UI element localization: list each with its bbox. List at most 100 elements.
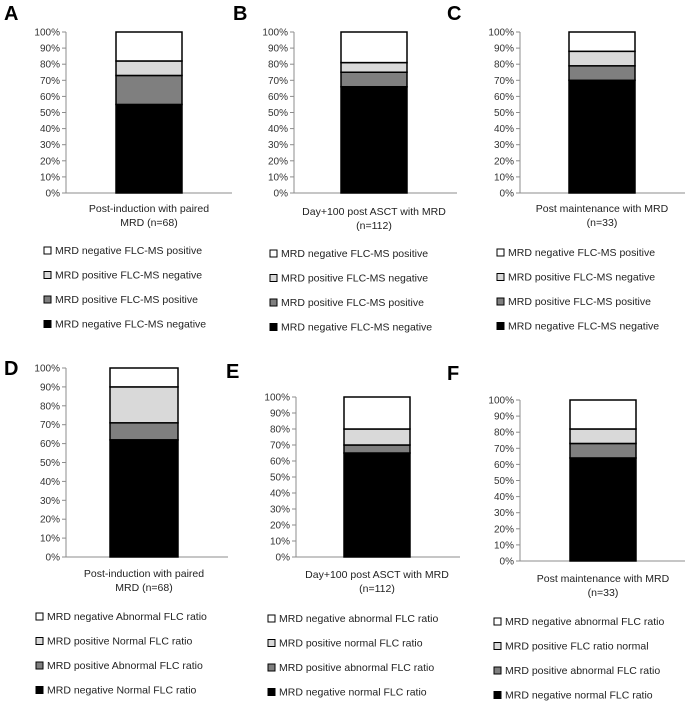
bar-segment-white <box>115 31 183 62</box>
y-tick-label: 20% <box>40 156 60 167</box>
legend-swatch-light-gray <box>267 639 276 647</box>
bar-segment-white <box>340 31 408 64</box>
y-tick-label: 60% <box>40 439 60 450</box>
legend-label: MRD positive abnormal FLC ratio <box>279 662 434 674</box>
y-tick-label: 30% <box>40 140 60 151</box>
legend-swatch-white <box>493 617 502 626</box>
y-tick-label: 90% <box>40 44 60 55</box>
y-tick-label: 10% <box>494 540 514 551</box>
panel-letter-f: F <box>447 363 459 385</box>
legend-swatch-light-gray <box>496 273 505 281</box>
legend-label: MRD positive FLC-MS positive <box>281 297 424 309</box>
y-tick-label: 40% <box>494 124 514 135</box>
y-tick-label: 30% <box>494 140 514 151</box>
y-tick-label: 90% <box>40 382 60 393</box>
y-tick-label: 80% <box>40 401 60 412</box>
y-tick-label: 0% <box>500 557 515 568</box>
y-tick-label: 100% <box>488 396 514 407</box>
legend-label: MRD negative FLC-MS positive <box>281 248 428 260</box>
legend-swatch-white <box>267 614 276 623</box>
panel-letter-e: E <box>226 361 239 383</box>
y-tick-label: 20% <box>40 515 60 526</box>
chart-panel-e: E 0% 10% 20% 30% 40% 50% 60% 70% 80% 90% 100% Day+10… <box>226 361 460 699</box>
legend-label: MRD negative FLC-MS negative <box>508 321 659 333</box>
legend-label: MRD negative Abnormal FLC ratio <box>47 611 207 623</box>
y-tick-label: 30% <box>270 505 290 516</box>
legend-label: MRD positive Normal FLC ratio <box>47 636 192 648</box>
bar-segment-black <box>340 85 408 194</box>
legend-label: MRD negative FLC-MS positive <box>508 247 655 259</box>
chart-panel-d: D 0% 10% 20% 30% 40% 50% 60% 70% 80% 90% 100% Post-i… <box>4 358 228 697</box>
bar-segment-white <box>568 31 636 53</box>
y-tick-label: 40% <box>270 489 290 500</box>
x-category-label: Post-induction with paired <box>84 568 204 580</box>
bar-segment-white <box>343 396 411 430</box>
bar-segment-white <box>569 399 637 430</box>
x-category-label: (n=33) <box>587 217 618 229</box>
legend-swatch-black <box>43 320 52 328</box>
chart-panel-f: F 0% 10% 20% 30% 40% 50% 60% 70% 80% 90% 100% Post m… <box>447 363 685 702</box>
y-tick-label: 20% <box>270 521 290 532</box>
legend-swatch-black <box>269 323 278 331</box>
y-tick-label: 10% <box>270 537 290 548</box>
x-category-label: MRD (n=68) <box>120 217 177 229</box>
y-tick-label: 70% <box>270 441 290 452</box>
legend-label: MRD positive FLC-MS positive <box>55 294 198 306</box>
bar-segment-dark-gray <box>569 442 637 459</box>
legend-label: MRD positive FLC-MS negative <box>508 272 655 284</box>
y-tick-label: 50% <box>494 476 514 487</box>
legend-swatch-dark-gray <box>267 663 276 672</box>
panel-letter-c: C <box>447 3 461 25</box>
legend-label: MRD positive FLC-MS negative <box>281 273 428 285</box>
y-tick-label: 30% <box>494 508 514 519</box>
y-tick-label: 100% <box>34 28 60 39</box>
bar-segment-light-gray <box>109 386 179 424</box>
bar-segment-black <box>343 452 411 558</box>
y-tick-label: 90% <box>494 44 514 55</box>
legend-swatch-black <box>35 686 44 694</box>
y-tick-label: 50% <box>268 108 288 119</box>
bar-segment-light-gray <box>115 60 183 77</box>
y-tick-label: 60% <box>270 457 290 468</box>
legend-label: MRD positive Abnormal FLC ratio <box>47 660 203 672</box>
bar-segment-light-gray <box>343 428 411 446</box>
y-tick-label: 80% <box>268 60 288 71</box>
legend-swatch-light-gray <box>35 637 44 645</box>
y-tick-label: 40% <box>40 477 60 488</box>
x-category-label: Post maintenance with MRD <box>536 203 669 215</box>
y-tick-label: 100% <box>262 28 288 39</box>
bar-segment-light-gray <box>340 61 408 73</box>
y-tick-label: 70% <box>268 76 288 87</box>
y-tick-label: 100% <box>488 28 514 39</box>
legend-label: MRD positive FLC-MS negative <box>55 270 202 282</box>
y-tick-label: 10% <box>40 172 60 183</box>
y-tick-label: 80% <box>40 60 60 71</box>
y-tick-label: 50% <box>270 473 290 484</box>
bar-segment-light-gray <box>569 428 637 445</box>
legend-swatch-white <box>496 248 505 257</box>
legend-swatch-dark-gray <box>496 297 505 306</box>
y-tick-label: 40% <box>268 124 288 135</box>
legend-swatch-light-gray <box>493 642 502 650</box>
legend-label: MRD negative FLC-MS negative <box>55 319 206 331</box>
legend-label: MRD positive abnormal FLC ratio <box>505 665 660 677</box>
x-category-label: Day+100 post ASCT with MRD <box>305 569 449 581</box>
legend-swatch-dark-gray <box>43 295 52 304</box>
x-category-label: (n=112) <box>359 583 395 595</box>
legend-swatch-white <box>35 612 44 621</box>
legend-label: MRD negative FLC-MS negative <box>281 322 432 334</box>
legend-label: MRD positive FLC-MS positive <box>508 296 651 308</box>
y-tick-label: 80% <box>494 60 514 71</box>
y-tick-label: 0% <box>274 189 289 200</box>
legend-label: MRD negative FLC-MS positive <box>55 245 202 257</box>
y-tick-label: 50% <box>494 108 514 119</box>
y-tick-label: 60% <box>494 92 514 103</box>
legend-label: MRD negative Normal FLC ratio <box>47 685 197 697</box>
panel-letter-d: D <box>4 358 18 380</box>
legend-swatch-white <box>269 249 278 258</box>
bar-segment-dark-gray <box>343 444 411 454</box>
y-tick-label: 0% <box>46 189 61 200</box>
chart-panel-a: A 0% 10% 20% 30% 40% 50% 60% 70% 80% 90% 100% Post-i… <box>4 3 232 331</box>
y-tick-label: 90% <box>494 412 514 423</box>
